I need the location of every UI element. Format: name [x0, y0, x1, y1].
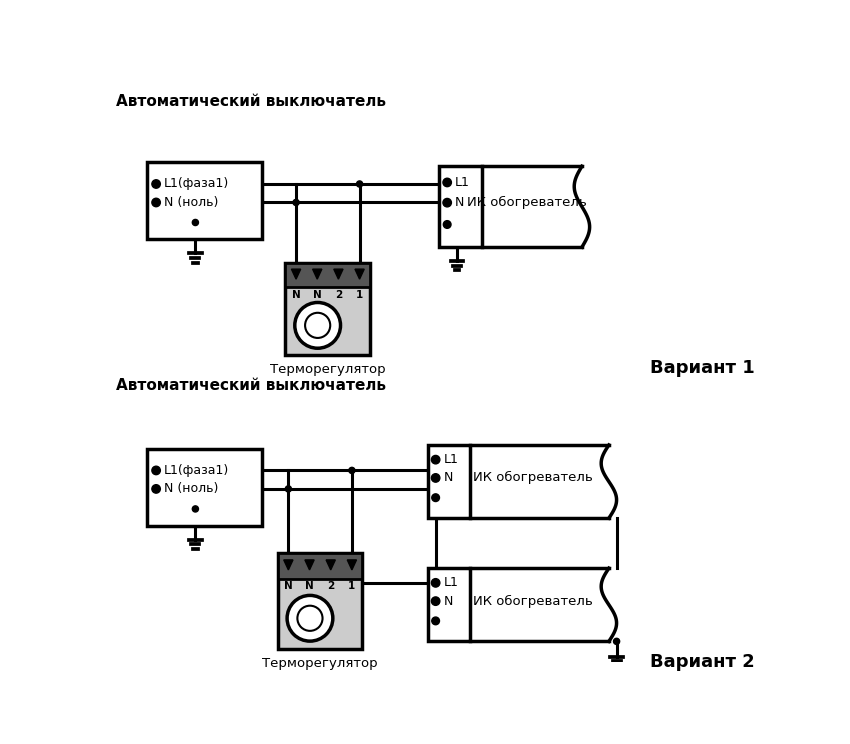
Text: N: N — [455, 196, 464, 209]
Circle shape — [444, 221, 451, 228]
Circle shape — [614, 638, 620, 644]
Text: L1(фаза1): L1(фаза1) — [164, 178, 229, 190]
Polygon shape — [305, 560, 314, 570]
Circle shape — [295, 303, 341, 348]
Text: N: N — [292, 289, 300, 300]
Circle shape — [152, 180, 161, 188]
Circle shape — [432, 474, 439, 482]
Text: N: N — [284, 581, 292, 591]
Bar — [428, 445, 470, 518]
Bar — [286, 263, 370, 287]
Text: N: N — [444, 594, 453, 608]
Circle shape — [443, 179, 451, 187]
Circle shape — [356, 181, 363, 187]
Circle shape — [443, 199, 451, 207]
Text: N (ноль): N (ноль) — [164, 482, 218, 496]
Circle shape — [286, 486, 292, 492]
Circle shape — [192, 506, 198, 512]
Bar — [278, 553, 362, 649]
Circle shape — [432, 617, 439, 625]
Text: Вариант 1: Вариант 1 — [650, 359, 755, 376]
Text: L1: L1 — [444, 453, 458, 466]
Circle shape — [293, 199, 299, 205]
Circle shape — [305, 312, 331, 338]
Bar — [278, 553, 362, 579]
Circle shape — [348, 467, 355, 473]
Text: N: N — [444, 472, 453, 484]
Text: Автоматический выключатель: Автоматический выключатель — [116, 94, 386, 109]
Circle shape — [432, 455, 439, 464]
Circle shape — [152, 198, 161, 207]
Bar — [147, 449, 263, 526]
Circle shape — [152, 466, 161, 475]
Text: Вариант 2: Вариант 2 — [650, 653, 755, 671]
Circle shape — [298, 606, 322, 631]
Bar — [428, 568, 470, 641]
Bar — [286, 263, 370, 355]
Text: N: N — [313, 289, 321, 300]
Polygon shape — [292, 269, 301, 279]
Text: N (ноль): N (ноль) — [164, 196, 218, 209]
Text: L1: L1 — [444, 577, 458, 589]
Text: 1: 1 — [356, 289, 363, 300]
Text: ИК обогреватель: ИК обогреватель — [473, 594, 592, 608]
Text: N: N — [305, 581, 314, 591]
Polygon shape — [284, 560, 293, 570]
Polygon shape — [355, 269, 364, 279]
Circle shape — [192, 219, 198, 225]
Polygon shape — [334, 269, 343, 279]
Circle shape — [433, 598, 439, 604]
Polygon shape — [326, 560, 336, 570]
Text: ИК обогреватель: ИК обогреватель — [473, 472, 592, 484]
Text: ИК обогреватель: ИК обогреватель — [467, 196, 586, 209]
Text: Автоматический выключатель: Автоматический выключатель — [116, 378, 386, 393]
Circle shape — [432, 579, 439, 587]
Polygon shape — [313, 269, 322, 279]
Bar — [147, 162, 263, 240]
Circle shape — [432, 494, 439, 501]
Polygon shape — [348, 560, 356, 570]
Text: Терморегулятор: Терморегулятор — [270, 362, 386, 376]
Circle shape — [287, 595, 333, 641]
Bar — [439, 166, 482, 247]
Text: Терморегулятор: Терморегулятор — [263, 657, 378, 670]
Text: L1(фаза1): L1(фаза1) — [164, 464, 229, 477]
Text: 2: 2 — [327, 581, 334, 591]
Circle shape — [432, 597, 439, 606]
Text: L1: L1 — [455, 176, 470, 189]
Text: 1: 1 — [348, 581, 355, 591]
Circle shape — [152, 484, 161, 493]
Text: 2: 2 — [335, 289, 342, 300]
